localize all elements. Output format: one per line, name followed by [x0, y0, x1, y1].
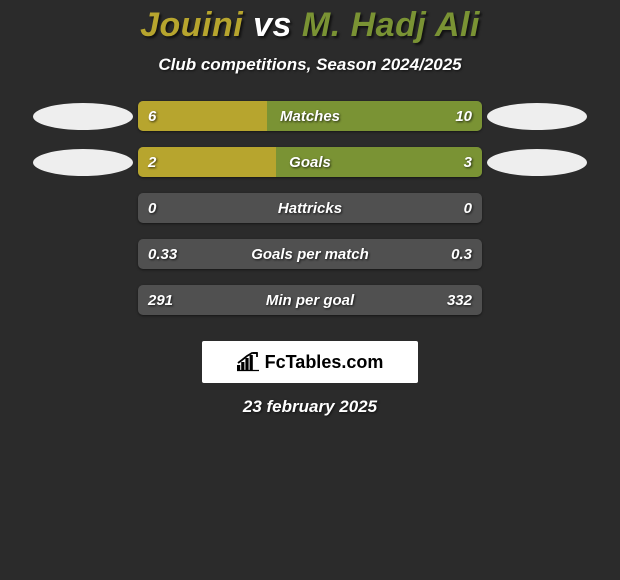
team-logo-right: [487, 103, 587, 130]
stat-label: Min per goal: [138, 285, 482, 315]
logo-slot-right: [482, 149, 592, 176]
team-logo-left: [33, 149, 133, 176]
stat-bar: 23Goals: [138, 147, 482, 177]
stat-bar: 00Hattricks: [138, 193, 482, 223]
team-logo-right: [487, 149, 587, 176]
stat-row: 610Matches: [0, 101, 620, 131]
stat-label: Goals: [138, 147, 482, 177]
subtitle: Club competitions, Season 2024/2025: [0, 55, 620, 75]
brand-chart-icon: [237, 352, 259, 372]
stat-row: 23Goals: [0, 147, 620, 177]
stat-row: 291332Min per goal: [0, 285, 620, 315]
stat-bar: 610Matches: [138, 101, 482, 131]
stat-label: Matches: [138, 101, 482, 131]
stat-label: Goals per match: [138, 239, 482, 269]
stat-bar: 0.330.3Goals per match: [138, 239, 482, 269]
stat-rows: 610Matches 23Goals 00Hattricks 0.330.3Goals…: [0, 101, 620, 315]
brand-text: FcTables.com: [265, 352, 384, 373]
stat-row: 00Hattricks: [0, 193, 620, 223]
title-vs: vs: [243, 6, 302, 44]
logo-slot-left: [28, 149, 138, 176]
logo-slot-right: [482, 103, 592, 130]
stat-row: 0.330.3Goals per match: [0, 239, 620, 269]
footer-date: 23 february 2025: [0, 397, 620, 417]
title-right-player: M. Hadj Ali: [302, 6, 480, 44]
logo-slot-left: [28, 103, 138, 130]
title: Jouini vs M. Hadj Ali: [0, 6, 620, 45]
comparison-infographic: Jouini vs M. Hadj Ali Club competitions,…: [0, 0, 620, 417]
brand-badge: FcTables.com: [202, 341, 418, 383]
title-left-player: Jouini: [140, 6, 243, 44]
stat-bar: 291332Min per goal: [138, 285, 482, 315]
stat-label: Hattricks: [138, 193, 482, 223]
team-logo-left: [33, 103, 133, 130]
